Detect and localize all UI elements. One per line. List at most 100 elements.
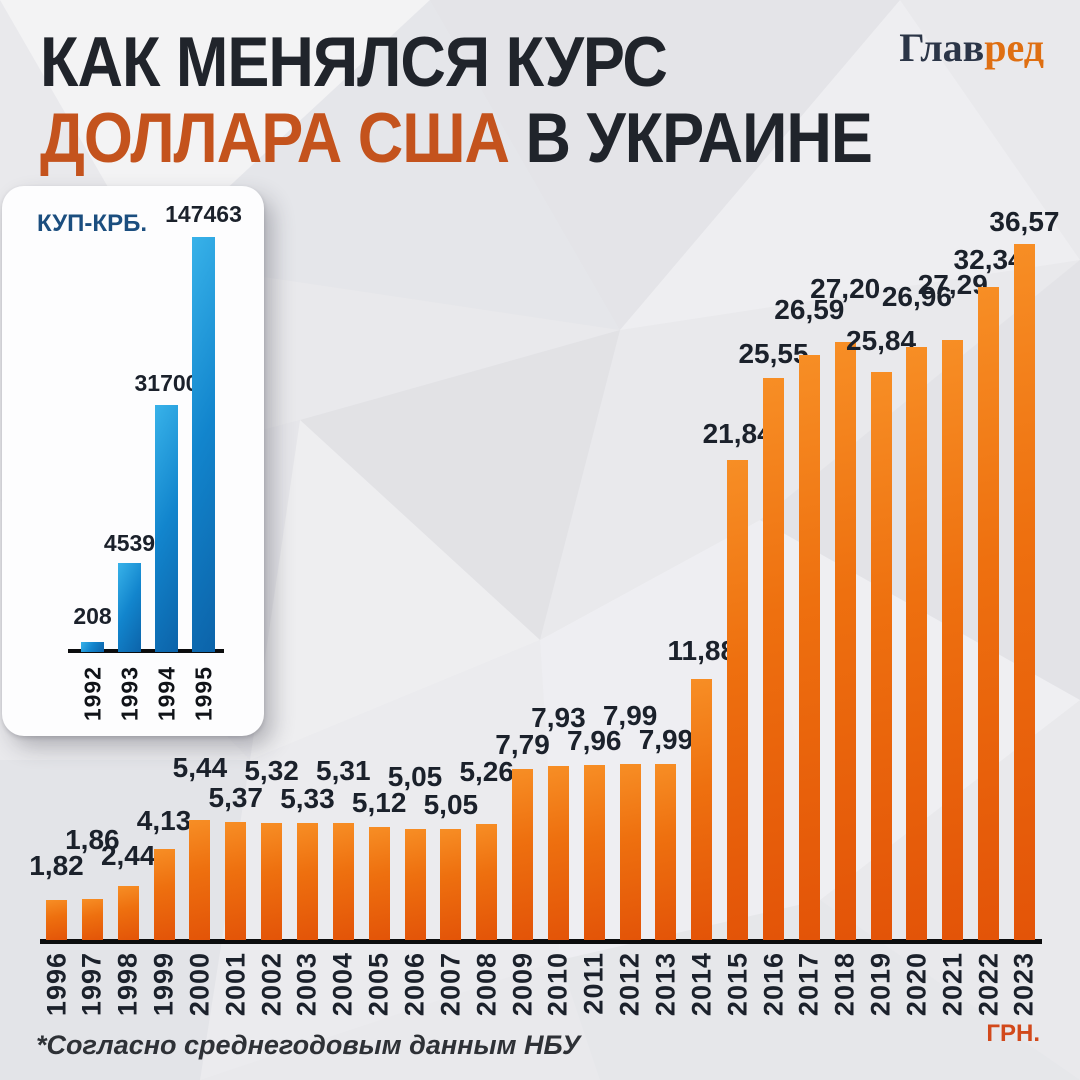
bar-year-label: 2021 xyxy=(937,952,968,1017)
glavred-logo: Главред xyxy=(899,24,1044,71)
bar-year-label: 2011 xyxy=(578,952,609,1015)
bar-2019 xyxy=(870,372,892,940)
karbovanets-bar-chart: 208 1992 4539 1993 31700 1994 147463 1995 xyxy=(2,186,264,736)
bar-value-label: 7,96 xyxy=(567,725,622,756)
bar-value-label: 1,82 xyxy=(29,850,84,881)
bar-2008 xyxy=(476,824,498,940)
bar-year-label: 2007 xyxy=(435,952,466,1017)
bar-1998 xyxy=(117,886,139,940)
bar-2023 xyxy=(1013,244,1035,940)
bar-1994 xyxy=(155,405,178,652)
bar-2022 xyxy=(978,287,1000,940)
bar-1996 xyxy=(46,900,67,940)
bar-2013 xyxy=(655,764,677,940)
bar-year-label: 2016 xyxy=(758,952,788,1017)
bar-1995 xyxy=(192,237,215,652)
bar-year-label: 2003 xyxy=(291,952,322,1017)
bar-2003 xyxy=(296,823,318,940)
bar-2005 xyxy=(368,827,390,940)
bar-value-label: 5,05 xyxy=(387,761,443,792)
logo-suffix: ред xyxy=(984,25,1044,70)
bar-value-label: 5,26 xyxy=(459,756,514,787)
bar-year-label: 2010 xyxy=(542,952,573,1017)
bar-value-label: 7,93 xyxy=(531,702,586,733)
bar-value-label: 26,96 xyxy=(881,281,952,312)
bar-year-label: 2008 xyxy=(471,952,502,1017)
bar-value-label: 5,33 xyxy=(280,783,335,814)
bar-2011 xyxy=(583,765,605,940)
bar-2004 xyxy=(332,823,354,940)
bar-year-label: 2019 xyxy=(865,952,896,1017)
bar-value-label: 36,57 xyxy=(989,206,1060,237)
bar-year-label: 1996 xyxy=(41,952,71,1017)
bar-value-label: 5,44 xyxy=(172,752,228,783)
bar-year-label: 2001 xyxy=(220,952,251,1017)
bar-value-label: 2,44 xyxy=(100,840,156,871)
bar-year-label: 2017 xyxy=(793,952,824,1017)
bar-value-label: 208 xyxy=(73,603,112,629)
bar-value-label: 5,05 xyxy=(423,789,479,820)
bar-year-label: 2018 xyxy=(829,952,860,1017)
bar-year-label: 2020 xyxy=(901,952,932,1017)
bar-2018 xyxy=(834,342,856,940)
bar-value-label: 25,55 xyxy=(738,338,809,369)
bar-year-label: 2014 xyxy=(686,952,717,1017)
bar-value-label: 147463 xyxy=(165,201,242,227)
bar-year-label: 2015 xyxy=(722,952,753,1017)
bar-value-label: 25,84 xyxy=(846,325,917,356)
bar-value-label: 31700 xyxy=(134,370,199,396)
bar-2017 xyxy=(798,355,820,940)
bar-year-label: 2009 xyxy=(507,952,538,1017)
bar-2002 xyxy=(261,823,283,940)
bar-2016 xyxy=(763,378,784,940)
bar-year-label: 2006 xyxy=(399,952,430,1017)
bar-year-label: 2013 xyxy=(650,952,681,1017)
bar-2006 xyxy=(404,829,426,940)
bar-value-label: 5,32 xyxy=(244,755,299,786)
bar-1999 xyxy=(153,849,175,940)
bar-year-label: 2004 xyxy=(327,952,358,1017)
bar-value-label: 27,20 xyxy=(810,273,881,304)
karbovanets-inset-card: КУП-КРБ. 208 1992 4539 1993 31700 1994 147463 1… xyxy=(2,186,264,736)
logo-prefix: Глав xyxy=(899,25,985,70)
bar-value-label: 21,84 xyxy=(702,418,773,449)
bar-year-label: 2022 xyxy=(973,952,1004,1017)
currency-unit-label: ГРН. xyxy=(986,1020,1040,1047)
bar-value-label: 32,34 xyxy=(953,244,1024,275)
source-footnote: *Согласно среднегодовым данным НБУ xyxy=(36,1030,581,1060)
bar-value-label: 5,12 xyxy=(351,787,407,818)
bar-value-label: 1,86 xyxy=(65,824,120,855)
bar-2010 xyxy=(547,766,569,940)
bar-year-label: 1998 xyxy=(112,952,143,1017)
bar-year-label: 2023 xyxy=(1008,952,1039,1017)
inset-chart-title: КУП-КРБ. xyxy=(37,210,147,237)
bar-2015 xyxy=(727,460,749,940)
bar-2021 xyxy=(942,340,964,940)
bar-2012 xyxy=(619,764,641,940)
bar-value-label: 26,59 xyxy=(774,294,845,325)
bar-value-label: 7,99 xyxy=(638,724,694,755)
title-line-1: КАК МЕНЯЛСЯ КУРС xyxy=(40,23,668,102)
bar-2009 xyxy=(512,769,534,940)
bar-value-label: 7,99 xyxy=(602,700,658,731)
bar-value-label: 4539 xyxy=(103,530,156,556)
bar-year-label: 1999 xyxy=(148,952,179,1017)
bar-2020 xyxy=(906,347,928,940)
bar-value-label: 7,79 xyxy=(495,729,550,760)
bar-value-label: 5,37 xyxy=(208,782,264,813)
bar-value-label: 11,88 xyxy=(667,635,737,666)
bar-value-label: 5,31 xyxy=(316,755,371,786)
bar-2014 xyxy=(691,679,713,940)
bar-year-label: 2012 xyxy=(614,952,645,1017)
bar-2000 xyxy=(189,820,211,940)
title-line-2: ДОЛЛАРА США В УКРАИНЕ xyxy=(40,103,873,175)
bar-1997 xyxy=(81,899,103,940)
title-rest: В УКРАИНЕ xyxy=(509,99,873,178)
bar-2001 xyxy=(225,822,247,940)
title-accent: ДОЛЛАРА США xyxy=(40,99,510,178)
bar-year-label: 2002 xyxy=(256,952,287,1017)
bar-year-label: 2000 xyxy=(184,952,215,1017)
bar-year-label: 2005 xyxy=(363,952,394,1017)
